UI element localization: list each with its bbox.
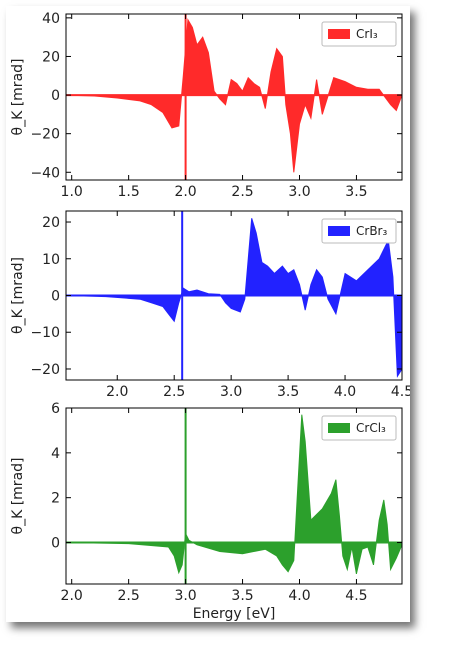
x-tick-label: 2.5 bbox=[163, 384, 185, 400]
figure-frame: 1.0 1.5 2.0 2.5 3.0 3.5 −40 −20 0 20 40 θ_K [mrad] C… bbox=[6, 6, 410, 622]
y-tick-label: 0 bbox=[51, 289, 60, 305]
x-tick-label: 2.5 bbox=[118, 588, 140, 604]
y-tick-label: −10 bbox=[30, 325, 60, 341]
legend-swatch bbox=[328, 226, 350, 236]
legend-box bbox=[321, 218, 397, 244]
y-tick-label: 20 bbox=[42, 49, 60, 65]
x-tick-label: 3.0 bbox=[174, 588, 196, 604]
y-tick-label: 20 bbox=[42, 215, 60, 231]
x-tick-label: 4.0 bbox=[288, 588, 310, 604]
legend-box bbox=[321, 21, 397, 47]
y-tick-label: −40 bbox=[30, 165, 60, 181]
legend: CrI₃ bbox=[321, 21, 397, 47]
y-tick-label: 10 bbox=[42, 252, 60, 268]
x-axis-label: Energy [eV] bbox=[193, 606, 276, 622]
y-axis-label: θ_K [mrad] bbox=[10, 257, 26, 334]
axes-frame bbox=[65, 13, 403, 181]
x-tick-label: 2.5 bbox=[231, 184, 253, 200]
y-tick-label: 0 bbox=[51, 536, 60, 552]
series-area bbox=[66, 414, 402, 575]
x-tick-label: 1.0 bbox=[61, 184, 83, 200]
y-tick-label: 2 bbox=[51, 491, 60, 507]
x-tick-label: 4.5 bbox=[391, 384, 410, 400]
legend-swatch bbox=[328, 29, 350, 39]
y-tick-label: 40 bbox=[42, 11, 60, 27]
y-tick-label: 0 bbox=[51, 88, 60, 104]
x-tick-label: 3.0 bbox=[288, 184, 310, 200]
panel-1: 1.0 1.5 2.0 2.5 3.0 3.5 −40 −20 0 20 40 θ_K [mrad] C… bbox=[10, 11, 403, 200]
series-area bbox=[66, 218, 402, 378]
legend-swatch bbox=[328, 423, 350, 433]
x-tick-label: 3.0 bbox=[220, 384, 242, 400]
x-tick-label: 4.5 bbox=[345, 588, 367, 604]
y-tick-label: −20 bbox=[30, 362, 60, 378]
legend-label: CrBr₃ bbox=[356, 224, 387, 238]
y-tick-label: 6 bbox=[51, 401, 60, 417]
y-tick-label: 4 bbox=[51, 446, 60, 462]
x-tick-label: 1.5 bbox=[118, 184, 140, 200]
y-tick-label: −20 bbox=[30, 127, 60, 143]
x-tick-label: 3.5 bbox=[231, 588, 253, 604]
axes-frame bbox=[65, 407, 403, 585]
legend-box bbox=[321, 415, 397, 441]
legend: CrCl₃ bbox=[321, 415, 397, 441]
y-axis-label: θ_K [mrad] bbox=[10, 458, 26, 535]
x-tick-label: 2.0 bbox=[174, 184, 196, 200]
y-axis-label: θ_K [mrad] bbox=[10, 59, 26, 136]
legend: CrBr₃ bbox=[321, 218, 397, 244]
legend-label: CrCl₃ bbox=[356, 421, 386, 435]
x-tick-label: 4.0 bbox=[334, 384, 356, 400]
x-tick-label: 3.5 bbox=[345, 184, 367, 200]
panel-2: 2.0 2.5 3.0 3.5 4.0 4.5 −20 −10 0 10 20 θ_K [mrad] C… bbox=[10, 210, 410, 400]
x-tick-label: 2.0 bbox=[106, 384, 128, 400]
x-tick-label: 2.0 bbox=[61, 588, 83, 604]
x-tick-label: 3.5 bbox=[277, 384, 299, 400]
panel-3: 2.0 2.5 3.0 3.5 4.0 4.5 0 2 4 6 θ_K [mrad] Energy [… bbox=[10, 401, 403, 622]
legend-label: CrI₃ bbox=[356, 27, 378, 41]
